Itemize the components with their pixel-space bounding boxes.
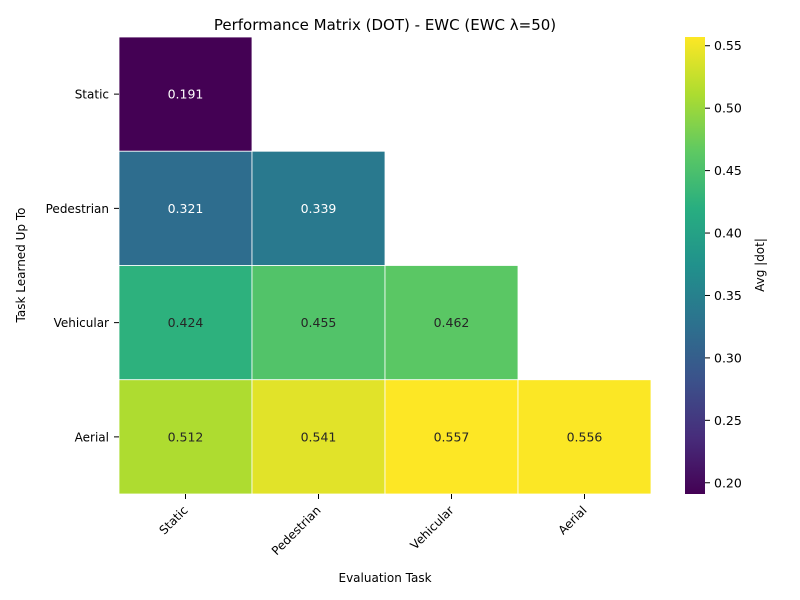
cell-value-label: 0.541	[301, 429, 337, 444]
y-tick-label: Aerial	[75, 430, 109, 444]
x-tick-label: Static	[156, 503, 190, 537]
x-tick-label: Aerial	[555, 503, 589, 537]
heatmap-cell	[118, 265, 253, 381]
heatmap-cell	[517, 379, 652, 495]
y-tick-label: Pedestrian	[46, 202, 109, 216]
heatmap-cell	[118, 379, 253, 495]
cell-value-label: 0.339	[301, 201, 337, 216]
colorbar-label: Avg |dot|	[753, 238, 767, 292]
cell-value-label: 0.455	[301, 315, 337, 330]
colorbar-ticks: 0.20 0.25 0.30 0.35 0.40 0.45 0.50 0.55	[705, 38, 742, 490]
y-axis-label: Task Learned Up To	[14, 208, 28, 324]
colorbar-tick-label: 0.40	[714, 226, 742, 241]
cell-value-label: 0.512	[168, 429, 204, 444]
y-tick-label: Static	[75, 88, 109, 102]
x-tick-label: Vehicular	[408, 503, 457, 552]
heatmap-cell	[118, 150, 253, 266]
heatmap-cell	[118, 36, 253, 152]
heatmap-cell	[251, 265, 386, 381]
cell-value-label: 0.556	[567, 429, 603, 444]
colorbar-tick-label: 0.45	[714, 163, 742, 178]
colorbar-tick-label: 0.30	[714, 350, 742, 365]
heatmap-cell	[251, 150, 386, 266]
y-axis: Static Pedestrian Vehicular Aerial	[46, 88, 119, 444]
heatmap-cell	[384, 265, 519, 381]
cell-value-label: 0.557	[434, 429, 470, 444]
colorbar-tick-label: 0.35	[714, 288, 742, 303]
cell-value-label: 0.321	[168, 201, 204, 216]
x-axis-label: Evaluation Task	[338, 571, 431, 585]
heatmap-cell	[251, 379, 386, 495]
colorbar-tick-label: 0.20	[714, 475, 742, 490]
cell-value-label: 0.462	[434, 315, 470, 330]
cell-value-label: 0.424	[168, 315, 204, 330]
y-tick-label: Vehicular	[54, 316, 109, 330]
cell-value-label: 0.191	[168, 87, 204, 102]
colorbar: 0.20 0.25 0.30 0.35 0.40 0.45 0.50 0.55 Avg |do…	[685, 37, 767, 494]
colorbar-tick-label: 0.55	[714, 38, 742, 53]
x-tick-label: Pedestrian	[269, 503, 324, 558]
colorbar-gradient	[685, 37, 705, 494]
chart-title: Performance Matrix (DOT) - EWC (EWC λ=50…	[214, 16, 556, 34]
heatmap-cells: 0.191 0.321 0.339 0.424 0.455 0.462 0.512 0.541…	[118, 36, 652, 495]
x-axis: Static Pedestrian Vehicular Aerial	[156, 494, 590, 558]
colorbar-tick-label: 0.50	[714, 101, 742, 116]
colorbar-tick-label: 0.25	[714, 413, 742, 428]
